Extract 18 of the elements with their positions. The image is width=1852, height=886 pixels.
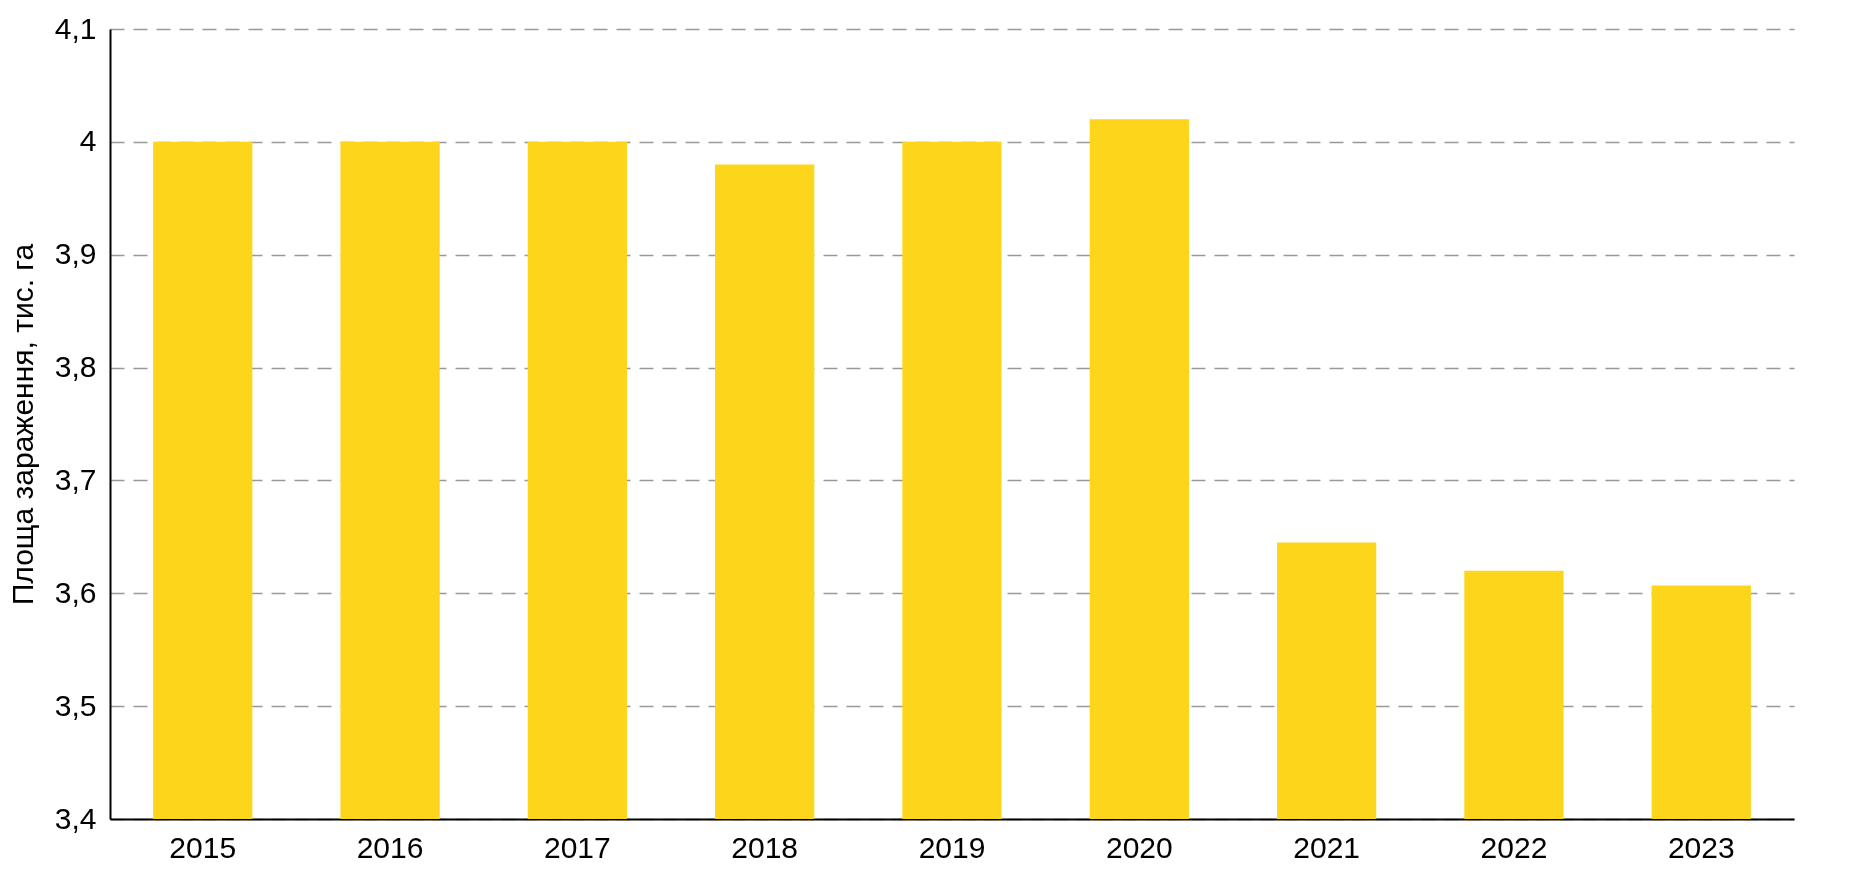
x-tick-label: 2022 bbox=[1480, 830, 1548, 864]
y-tick-label: 4 bbox=[79, 124, 97, 158]
x-tick-label: 2020 bbox=[1105, 830, 1173, 864]
x-tick-label: 2015 bbox=[169, 830, 237, 864]
y-tick-label: 3,9 bbox=[54, 237, 97, 271]
y-tick-label: 3,4 bbox=[54, 801, 97, 835]
y-tick-label: 3,7 bbox=[54, 462, 97, 496]
y-axis-title: Площа зараження, тис. га bbox=[5, 243, 39, 606]
x-tick-label: 2017 bbox=[543, 830, 611, 864]
x-tick-label: 2021 bbox=[1293, 830, 1361, 864]
x-tick-label: 2023 bbox=[1667, 830, 1735, 864]
x-tick-label: 2018 bbox=[731, 830, 799, 864]
y-tick-label: 4,1 bbox=[54, 11, 97, 45]
y-tick-label: 3,5 bbox=[54, 688, 97, 722]
x-tick-label: 2019 bbox=[918, 830, 986, 864]
y-tick-label: 3,8 bbox=[54, 350, 97, 384]
x-tick-label: 2016 bbox=[356, 830, 424, 864]
y-tick-label: 3,6 bbox=[54, 575, 97, 609]
